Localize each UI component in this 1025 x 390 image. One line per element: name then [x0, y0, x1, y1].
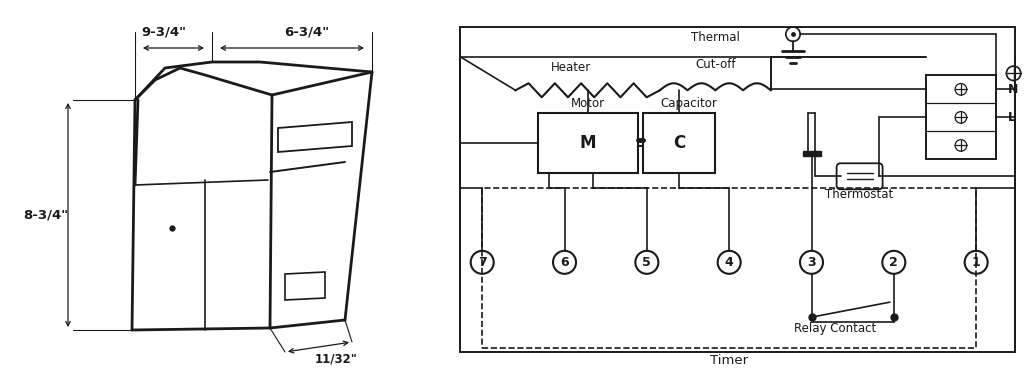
- Text: Cut-off: Cut-off: [695, 58, 736, 71]
- Polygon shape: [803, 151, 820, 156]
- Text: Capacitor: Capacitor: [661, 97, 717, 110]
- Text: 2: 2: [890, 256, 898, 269]
- Text: M: M: [579, 134, 596, 152]
- Text: 1: 1: [972, 256, 981, 269]
- Text: N: N: [1008, 83, 1018, 96]
- Text: 3: 3: [808, 256, 816, 269]
- Text: 8-3/4": 8-3/4": [24, 209, 69, 222]
- Text: 11/32": 11/32": [315, 353, 358, 365]
- Text: Motor: Motor: [571, 97, 605, 110]
- Text: 6-3/4": 6-3/4": [285, 25, 330, 39]
- Text: 9-3/4": 9-3/4": [141, 25, 186, 39]
- Text: Heater: Heater: [550, 61, 591, 74]
- Text: Thermal: Thermal: [691, 32, 740, 44]
- Text: 7: 7: [478, 256, 487, 269]
- Text: C: C: [673, 134, 686, 152]
- Text: L: L: [1008, 111, 1016, 124]
- Text: Thermostat: Thermostat: [825, 188, 894, 201]
- Text: 5: 5: [643, 256, 651, 269]
- Text: 4: 4: [725, 256, 734, 269]
- Text: 6: 6: [561, 256, 569, 269]
- Text: Timer: Timer: [710, 354, 748, 367]
- Text: Relay Contact: Relay Contact: [793, 322, 875, 335]
